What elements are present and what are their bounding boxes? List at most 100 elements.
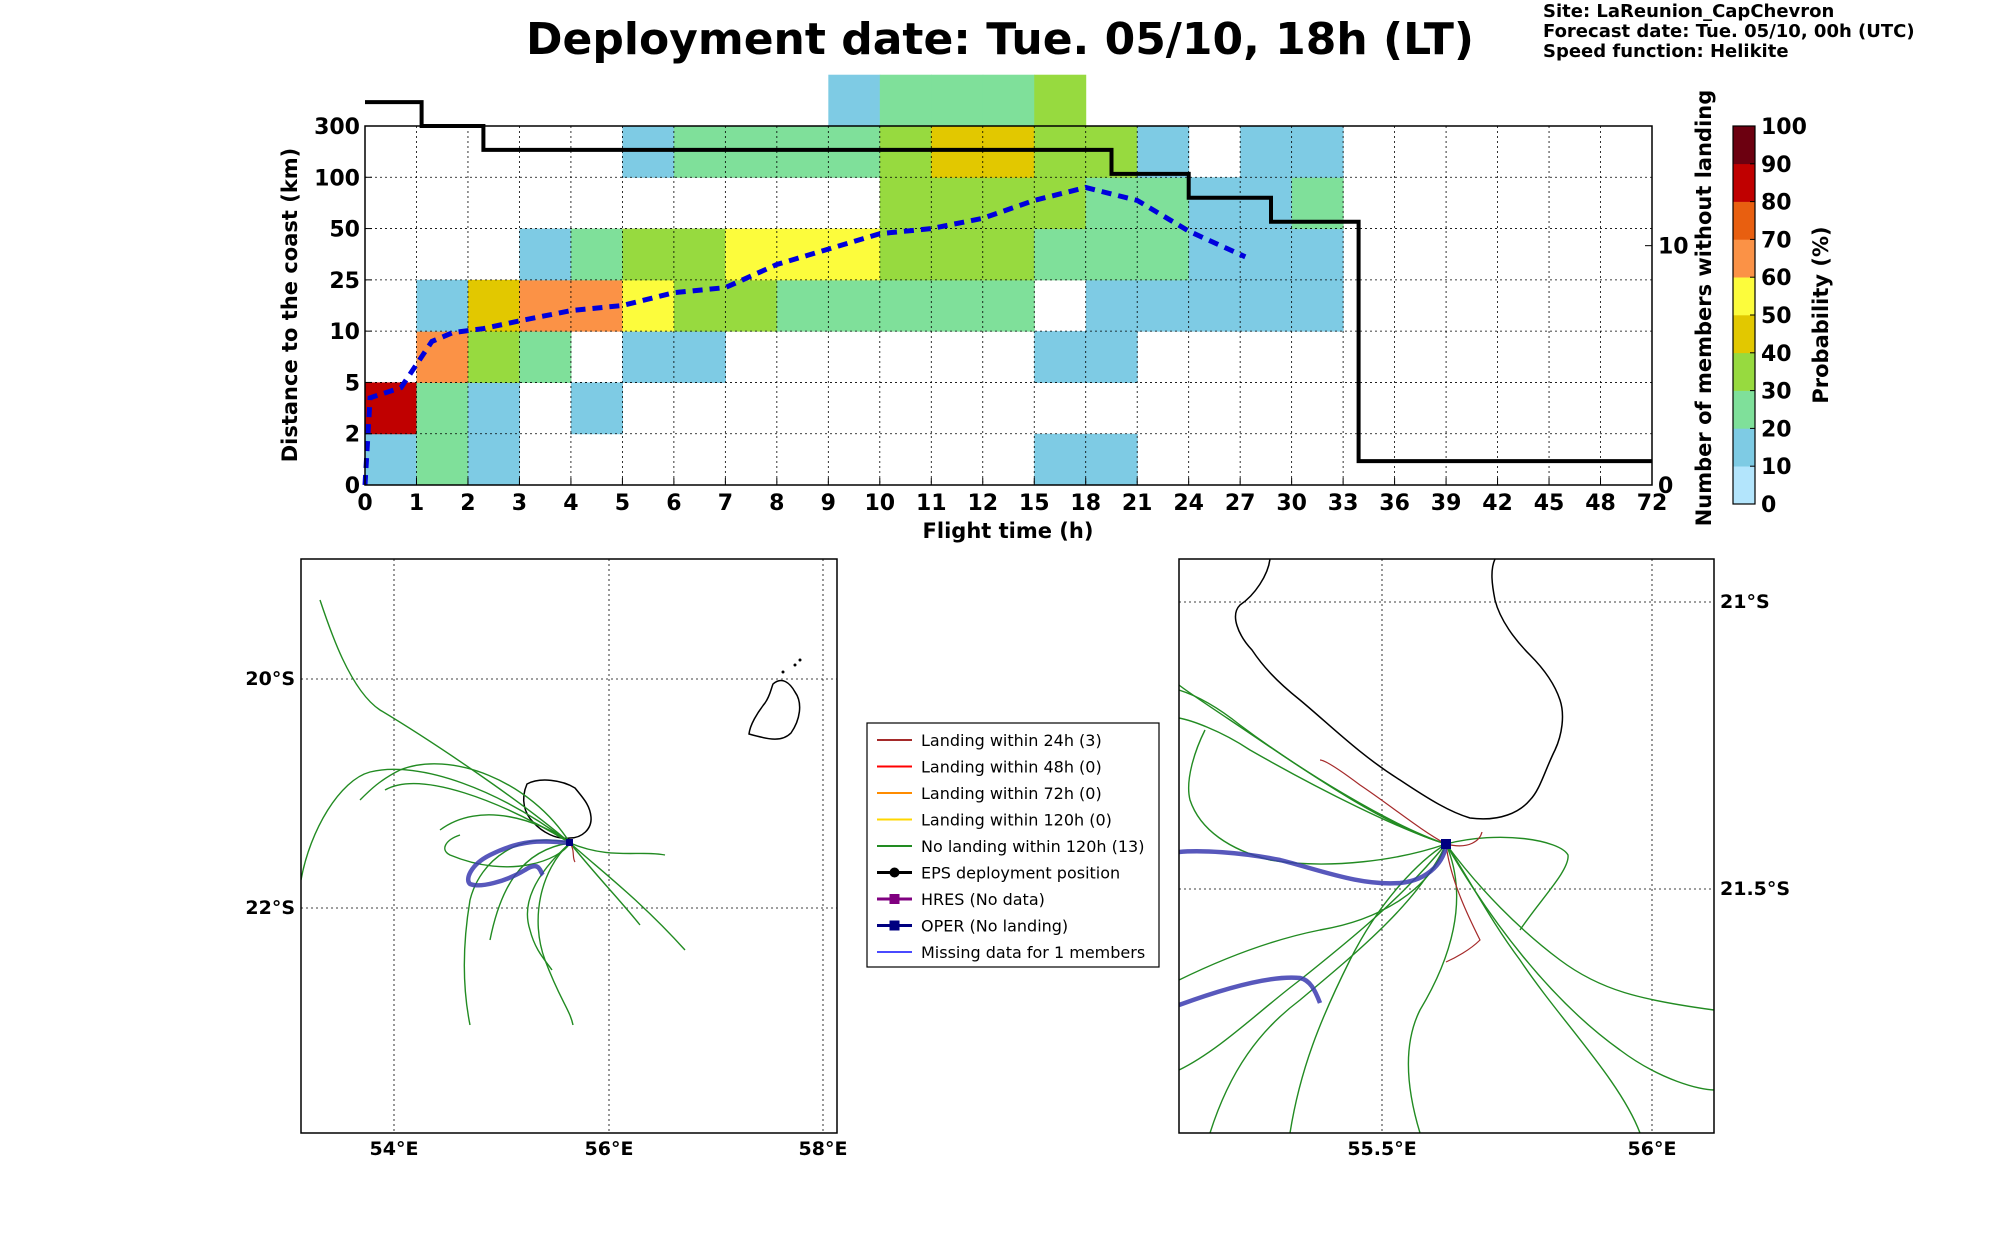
trajectory-no-landing [569,842,686,951]
heatmap-cell [1188,177,1241,230]
colorbar-tick-label: 70 [1761,228,1792,253]
heatmap-cell [1291,126,1344,178]
y-tick-label: 100 [314,166,360,191]
heatmap-cell [467,331,520,383]
heatmap-cell [1188,279,1241,332]
colorbar-segment [1733,315,1755,354]
map-left-frame [300,558,838,1134]
x-tick-label: 4 [563,491,578,516]
y-tick-label: 50 [329,218,360,243]
legend-label: No landing within 120h (13) [921,837,1144,856]
x-tick-label: 21 [1122,491,1153,516]
colorbar-segment [1733,428,1755,467]
colorbar-segment [1733,352,1755,391]
colorbar-tick-label: 10 [1761,455,1792,480]
x-tick-label: 15 [1019,491,1050,516]
heatmap-cell [982,228,1035,281]
heatmap-cell [416,331,469,383]
heatmap-cell [416,382,469,435]
heatmap-cell [1034,74,1087,127]
x-tick-label: 5 [615,491,630,516]
legend-marker [889,867,900,878]
heatmap-cell [1034,331,1087,383]
heatmap-cell [1137,279,1190,332]
map-left-lat-label: 20°S [245,668,295,690]
x-tick-label: 48 [1585,491,1616,516]
trajectory-no-landing [569,842,641,926]
heatmap-cell [1137,126,1190,178]
map-right-lon-label: 56°E [1628,1138,1677,1160]
trajectory-no-landing [1209,843,1447,1133]
map-left-lon-label: 54°E [370,1138,419,1160]
x-tick-label: 6 [666,491,681,516]
x-tick-label: 9 [821,491,836,516]
legend-label: Missing data for 1 members [921,943,1145,962]
heatmap-cell [1291,228,1344,281]
trajectory-no-landing [1179,843,1447,981]
trajectory-no-landing [444,834,571,868]
colorbar-tick-label: 90 [1761,153,1792,178]
map-right-lat-label: 21°S [1720,591,1770,613]
legend-items: Landing within 24h (3) Landing within 48h… [877,731,1145,962]
legend-marker [889,894,900,904]
trajectory-no-landing [526,842,571,971]
trajectory-no-landing [569,842,666,856]
heatmap-cell [622,331,675,383]
heatmap-cell [1085,279,1138,332]
heatmap-cell [1085,433,1138,486]
site-info: Site: LaReunion_CapChevron Forecast date… [1543,2,1915,62]
oper-trajectory [465,839,571,888]
colorbar-tick-label: 20 [1761,417,1792,442]
y2-tick-labels: 0 10 [1645,235,1689,499]
legend-label: Landing within 48h (0) [921,758,1102,777]
x-tick-label: 72 [1637,491,1668,516]
x-tick-label: 33 [1328,491,1359,516]
heatmap-cell [622,228,675,281]
heatmap-cell [416,279,469,332]
heatmap-cell [931,74,984,127]
x-tick-label: 12 [967,491,998,516]
heatmap-cell [879,228,932,281]
site-label: Site: LaReunion_CapChevron [1543,1,1835,22]
legend-label: Landing within 120h (0) [921,811,1112,830]
heatmap-cell [673,331,726,383]
trajectory-no-landing [537,842,574,1026]
map-right [1179,559,1714,1133]
x-tick-label: 30 [1276,491,1307,516]
trajectory-no-landing [1179,684,1447,845]
forecast-date-label: Forecast date: Tue. 05/10, 00h (UTC) [1543,21,1915,42]
heatmap-frame [364,125,1653,486]
heatmap-cell [1240,279,1293,332]
heatmap-cell [416,433,469,486]
y-tick-label: 25 [329,269,360,294]
trajectory-no-landing [384,783,571,844]
y-tick-label: 2 [345,423,360,448]
map-right-lon-label: 55.5°E [1347,1138,1416,1160]
x-tick-label: 2 [460,491,475,516]
heatmap-cell [828,74,881,127]
x-tick-label: 10 [864,491,895,516]
oper-trajectory [1179,843,1449,886]
heatmap-cell [776,228,829,281]
legend-label: Landing within 72h (0) [921,784,1102,803]
map-left-lon-label: 58°E [799,1138,848,1160]
heatmap-cell [982,74,1035,127]
heatmap-cell [1034,177,1087,230]
colorbar-tick-label: 30 [1761,380,1792,405]
heatmap-cell [725,279,778,332]
chart-title: Deployment date: Tue. 05/10, 18h (LT) [526,14,1474,65]
colorbar-tick-label: 60 [1761,266,1792,291]
heatmap-cell [879,279,932,332]
heatmap-cell [673,228,726,281]
reunion-coast-detail [1234,559,1564,820]
x-tick-label: 8 [769,491,784,516]
trajectory-no-landing [1407,843,1458,1133]
heatmap-cell [1240,126,1293,178]
colorbar-tick-label: 40 [1761,342,1792,367]
colorbar-segment [1733,277,1755,316]
colorbar-tick-label: 0 [1761,493,1776,518]
y-tick-label: 10 [329,320,360,345]
colorbar-segment [1733,126,1755,165]
heatmap-cell [879,177,932,230]
